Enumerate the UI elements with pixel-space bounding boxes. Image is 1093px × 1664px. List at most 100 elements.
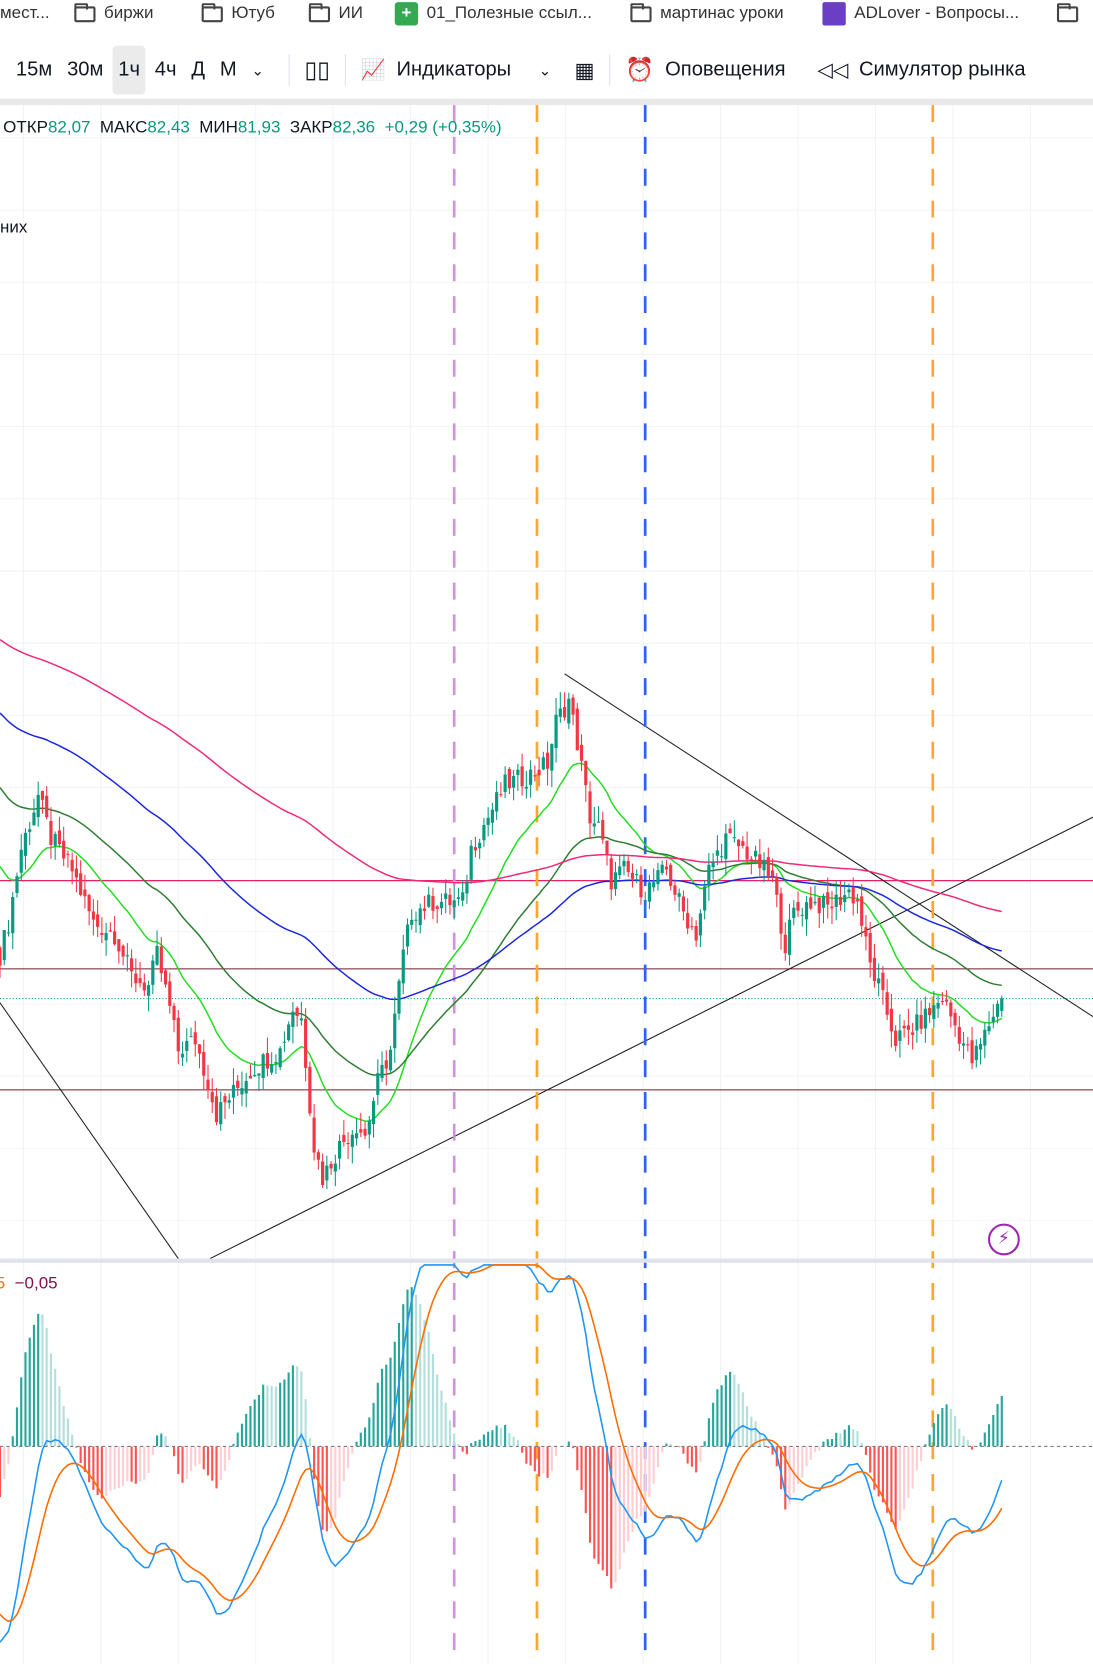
histogram-bar: [257, 1394, 260, 1447]
candle: [957, 1026, 961, 1044]
histogram-bar: [419, 1304, 422, 1447]
histogram-bar: [941, 1408, 944, 1447]
histogram-bar: [720, 1385, 723, 1447]
candle: [860, 896, 864, 926]
candle: [613, 872, 618, 889]
candle: [134, 973, 138, 984]
candle: [478, 842, 482, 849]
candle: [11, 897, 15, 934]
candle: [664, 866, 669, 870]
candle: [647, 882, 652, 902]
histogram-bar: [835, 1432, 838, 1447]
candle: [108, 930, 112, 932]
histogram-bar: [771, 1446, 774, 1455]
histogram-bar: [291, 1365, 294, 1447]
bookmark-birzhi[interactable]: биржи: [74, 0, 153, 28]
bookmark-martinas[interactable]: мартинас уроки: [630, 0, 784, 28]
histogram-bar: [746, 1406, 749, 1447]
candles-icon[interactable]: ▯▯: [304, 56, 331, 83]
candle: [146, 985, 151, 996]
bookmark-youtube[interactable]: Ютуб: [201, 0, 275, 28]
candle: [813, 901, 817, 904]
histogram-bar: [661, 1446, 664, 1453]
candle: [287, 1024, 291, 1041]
histogram-bar: [945, 1404, 948, 1447]
histogram-bar: [54, 1368, 57, 1447]
histogram-bar: [754, 1421, 757, 1447]
histogram-bar: [839, 1433, 842, 1447]
candle: [354, 1133, 359, 1139]
candle: [524, 786, 528, 789]
chevron-down-icon[interactable]: ⌄: [538, 61, 552, 78]
bookmark-adlover[interactable]: ADLover - Вопросы...: [822, 0, 1019, 28]
histogram-bar: [155, 1435, 159, 1447]
histogram-bar: [185, 1446, 188, 1480]
histogram-bar: [402, 1304, 405, 1447]
layout-icon[interactable]: ▦: [574, 58, 595, 83]
timeframe-m[interactable]: М: [219, 58, 237, 81]
candle: [227, 1100, 231, 1103]
bookmark-ai[interactable]: ИИ: [308, 0, 363, 28]
histogram-bar: [457, 1444, 460, 1447]
trend-line: [564, 673, 1093, 1018]
timeframe-d[interactable]: Д: [191, 58, 206, 81]
histogram-bar: [631, 1446, 634, 1532]
histogram-bar: [491, 1430, 494, 1447]
alerts-button[interactable]: Оповещения: [665, 58, 786, 81]
histogram-bar: [903, 1446, 906, 1510]
candle: [872, 957, 877, 981]
candle: [129, 958, 134, 972]
candle: [278, 1048, 282, 1068]
candle: [210, 1091, 214, 1103]
histogram-bar: [427, 1331, 430, 1447]
histogram-bar: [83, 1446, 86, 1472]
timeframe-4h[interactable]: 4ч: [154, 58, 177, 81]
histogram-bar: [376, 1382, 379, 1447]
histogram-bar: [470, 1443, 473, 1447]
histogram-bar: [750, 1416, 753, 1447]
chevron-down-icon[interactable]: ⌄: [251, 61, 265, 78]
timeframe-1h[interactable]: 1ч: [112, 45, 146, 95]
bookmark-folder[interactable]: [1056, 0, 1079, 28]
histogram-bar: [890, 1446, 893, 1522]
histogram-bar: [0, 1446, 2, 1498]
histogram-bar: [368, 1417, 371, 1447]
ma-line-ema50: [0, 787, 1002, 1076]
histogram-bar: [826, 1439, 829, 1447]
candle: [469, 845, 473, 880]
histogram-bar: [983, 1432, 986, 1447]
histogram-bar: [601, 1446, 604, 1571]
replay-button[interactable]: Симулятор рынка: [858, 58, 1026, 81]
histogram-bar: [567, 1441, 570, 1447]
candle: [206, 1079, 210, 1091]
histogram-bar: [987, 1424, 991, 1447]
indicators-icon: 📈: [360, 59, 386, 82]
candle: [66, 853, 70, 855]
candle: [316, 1152, 320, 1160]
timeframe-15m[interactable]: 15м: [15, 58, 53, 81]
histogram-bar: [3, 1446, 6, 1480]
candle: [728, 828, 732, 834]
histogram-bar: [546, 1446, 549, 1478]
bookmark-useful-links[interactable]: +01_Полезные ссыл...: [394, 0, 592, 28]
candle: [282, 1041, 286, 1043]
histogram-bar: [177, 1446, 180, 1474]
candle: [745, 846, 749, 860]
candle: [422, 908, 427, 912]
candle: [333, 1163, 337, 1172]
histogram-bar: [1000, 1395, 1003, 1447]
timeframe-30m[interactable]: 30м: [67, 58, 104, 81]
candle: [669, 864, 673, 886]
candle: [401, 949, 405, 984]
folder-icon: [201, 2, 223, 22]
histogram-bar: [431, 1354, 435, 1447]
histogram-bar: [801, 1446, 804, 1478]
candle: [698, 913, 702, 936]
indicators-button[interactable]: Индикаторы: [396, 58, 512, 81]
histogram-bar: [703, 1441, 706, 1447]
lightning-icon[interactable]: ⚡: [987, 1223, 1020, 1256]
histogram-bar: [538, 1446, 541, 1477]
bookmark-0[interactable]: мест...: [0, 4, 50, 23]
candle: [677, 893, 681, 897]
